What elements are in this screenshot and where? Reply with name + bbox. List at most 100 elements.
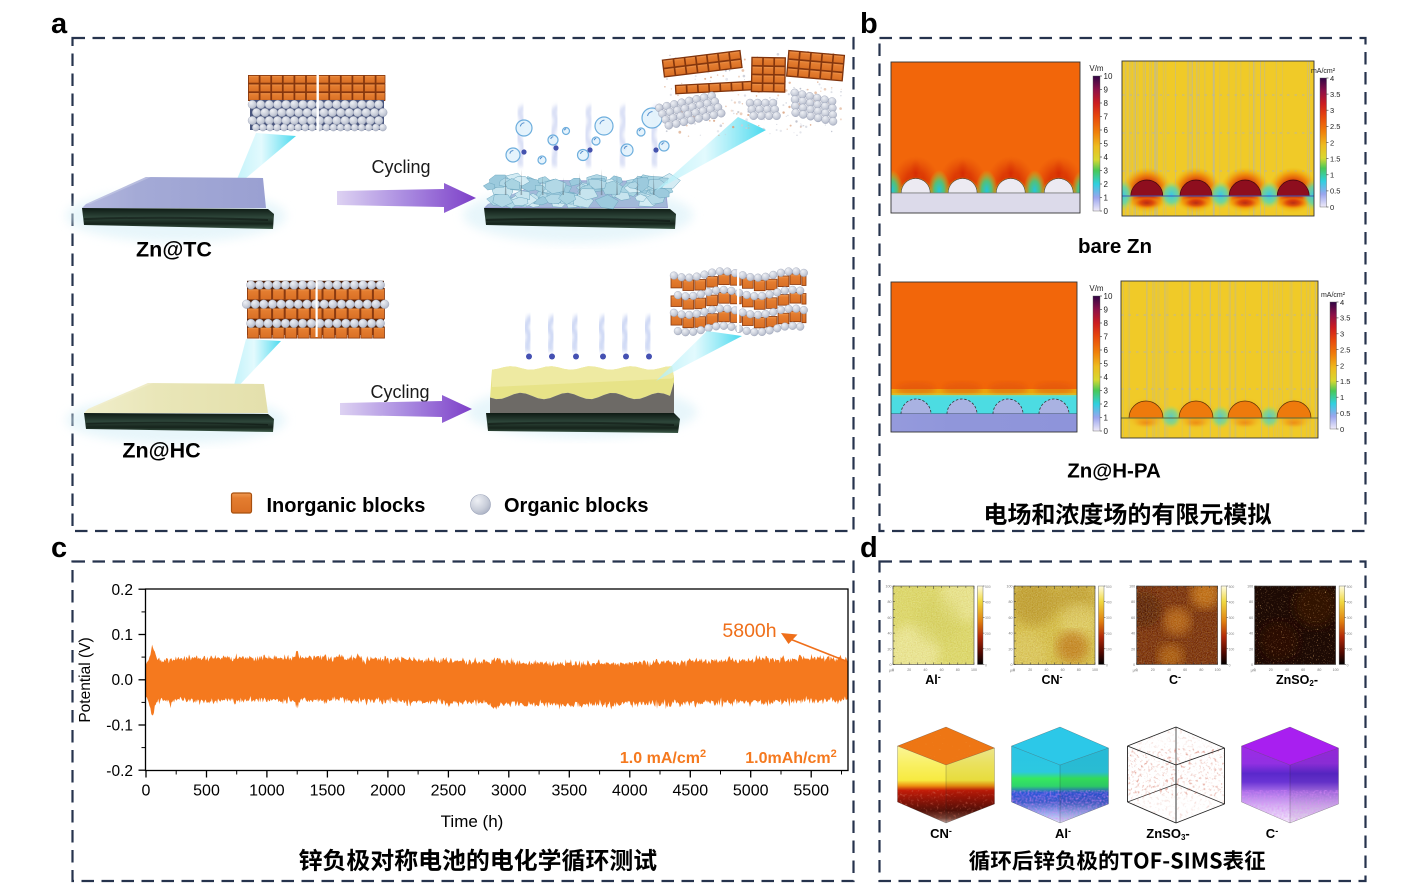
svg-text:7: 7 [1104, 112, 1109, 121]
svg-text:Al-: Al- [925, 672, 941, 687]
svg-text:0.0: 0.0 [111, 672, 133, 689]
svg-text:0: 0 [1340, 425, 1344, 434]
svg-text:μm: μm [1010, 669, 1015, 673]
svg-text:CN-: CN- [930, 826, 952, 841]
svg-text:80: 80 [1249, 600, 1253, 604]
svg-text:100: 100 [971, 668, 977, 672]
svg-text:2: 2 [1340, 361, 1344, 370]
svg-text:1: 1 [1104, 193, 1109, 202]
svg-text:1.5: 1.5 [1330, 154, 1340, 163]
svg-text:100: 100 [1229, 648, 1235, 652]
svg-text:2.5: 2.5 [1330, 122, 1340, 131]
svg-text:40: 40 [1131, 632, 1135, 636]
svg-text:1000: 1000 [249, 783, 285, 800]
svg-text:40: 40 [1285, 668, 1289, 672]
svg-text:0: 0 [1254, 668, 1256, 672]
svg-text:5800h: 5800h [722, 620, 776, 642]
svg-text:-0.2: -0.2 [106, 763, 133, 780]
svg-text:100: 100 [985, 648, 991, 652]
svg-text:300: 300 [985, 616, 991, 620]
svg-text:8: 8 [1104, 319, 1109, 328]
svg-text:7: 7 [1104, 332, 1109, 341]
svg-text:mA/cm²: mA/cm² [1321, 292, 1346, 299]
svg-text:3: 3 [1330, 106, 1334, 115]
svg-text:60: 60 [940, 668, 944, 672]
svg-text:100: 100 [1007, 585, 1013, 589]
svg-text:-0.1: -0.1 [106, 718, 133, 735]
svg-text:60: 60 [1301, 668, 1305, 672]
svg-text:4: 4 [1104, 373, 1109, 382]
svg-text:0.2: 0.2 [111, 582, 133, 599]
svg-text:0: 0 [1011, 663, 1013, 667]
svg-text:ZnSO2-: ZnSO2- [1276, 673, 1318, 688]
svg-text:200: 200 [985, 632, 991, 636]
svg-text:c: c [51, 532, 67, 564]
svg-text:b: b [860, 8, 878, 40]
svg-text:40: 40 [1009, 632, 1013, 636]
svg-text:0: 0 [1347, 663, 1349, 667]
svg-text:0: 0 [890, 663, 892, 667]
svg-text:5500: 5500 [793, 783, 829, 800]
svg-text:3.5: 3.5 [1340, 314, 1350, 323]
svg-text:3: 3 [1104, 166, 1109, 175]
svg-text:2.5: 2.5 [1340, 345, 1350, 354]
svg-text:0: 0 [1013, 668, 1015, 672]
svg-text:400: 400 [1229, 601, 1235, 605]
svg-text:20: 20 [1009, 647, 1013, 651]
svg-text:2: 2 [1330, 138, 1334, 147]
svg-text:Time (h): Time (h) [441, 812, 504, 831]
svg-text:a: a [51, 8, 68, 40]
svg-text:100: 100 [1129, 585, 1135, 589]
svg-text:40: 40 [923, 668, 927, 672]
svg-text:500: 500 [1347, 585, 1353, 589]
svg-text:4: 4 [1330, 74, 1334, 83]
svg-text:5: 5 [1104, 139, 1109, 148]
svg-text:Inorganic blocks: Inorganic blocks [267, 495, 426, 517]
svg-text:40: 40 [888, 632, 892, 636]
svg-text:10: 10 [1104, 72, 1113, 81]
svg-text:9: 9 [1104, 305, 1109, 314]
svg-text:100: 100 [1106, 648, 1112, 652]
svg-text:300: 300 [1229, 616, 1235, 620]
svg-text:60: 60 [1061, 668, 1065, 672]
svg-text:1.0mAh/cm2: 1.0mAh/cm2 [745, 748, 837, 767]
svg-text:0: 0 [1106, 663, 1108, 667]
svg-text:60: 60 [1009, 616, 1013, 620]
svg-text:40: 40 [1167, 668, 1171, 672]
svg-text:20: 20 [888, 647, 892, 651]
svg-text:80: 80 [956, 668, 960, 672]
svg-text:μm: μm [1251, 669, 1256, 673]
svg-text:μm: μm [1133, 669, 1138, 673]
svg-text:V/m: V/m [1089, 64, 1104, 73]
svg-text:500: 500 [193, 783, 220, 800]
svg-text:20: 20 [907, 668, 911, 672]
svg-text:1.0 mA/cm2: 1.0 mA/cm2 [620, 748, 706, 767]
svg-text:0.5: 0.5 [1340, 409, 1350, 418]
svg-text:10: 10 [1104, 292, 1113, 301]
svg-text:300: 300 [1106, 616, 1112, 620]
svg-text:μm: μm [889, 669, 894, 673]
svg-text:80: 80 [1009, 600, 1013, 604]
svg-text:Cycling: Cycling [371, 157, 430, 177]
svg-text:Zn@H-PA: Zn@H-PA [1067, 460, 1161, 483]
svg-text:C-: C- [1169, 672, 1181, 687]
svg-text:3.5: 3.5 [1330, 90, 1340, 99]
svg-text:400: 400 [1106, 601, 1112, 605]
svg-text:500: 500 [985, 585, 991, 589]
svg-text:5: 5 [1104, 359, 1109, 368]
svg-text:400: 400 [1347, 601, 1353, 605]
svg-text:100: 100 [1333, 668, 1339, 672]
svg-text:4: 4 [1340, 298, 1344, 307]
svg-text:2500: 2500 [431, 783, 467, 800]
svg-text:Zn@HC: Zn@HC [122, 439, 200, 463]
svg-text:V/m: V/m [1089, 284, 1104, 293]
svg-text:0: 0 [1104, 207, 1109, 216]
svg-text:0.1: 0.1 [111, 627, 133, 644]
svg-text:4500: 4500 [673, 783, 709, 800]
svg-text:100: 100 [886, 585, 892, 589]
svg-text:0: 0 [142, 783, 151, 800]
svg-text:40: 40 [1044, 668, 1048, 672]
svg-text:0: 0 [985, 663, 987, 667]
svg-text:bare Zn: bare Zn [1078, 235, 1152, 258]
svg-text:40: 40 [1249, 632, 1253, 636]
